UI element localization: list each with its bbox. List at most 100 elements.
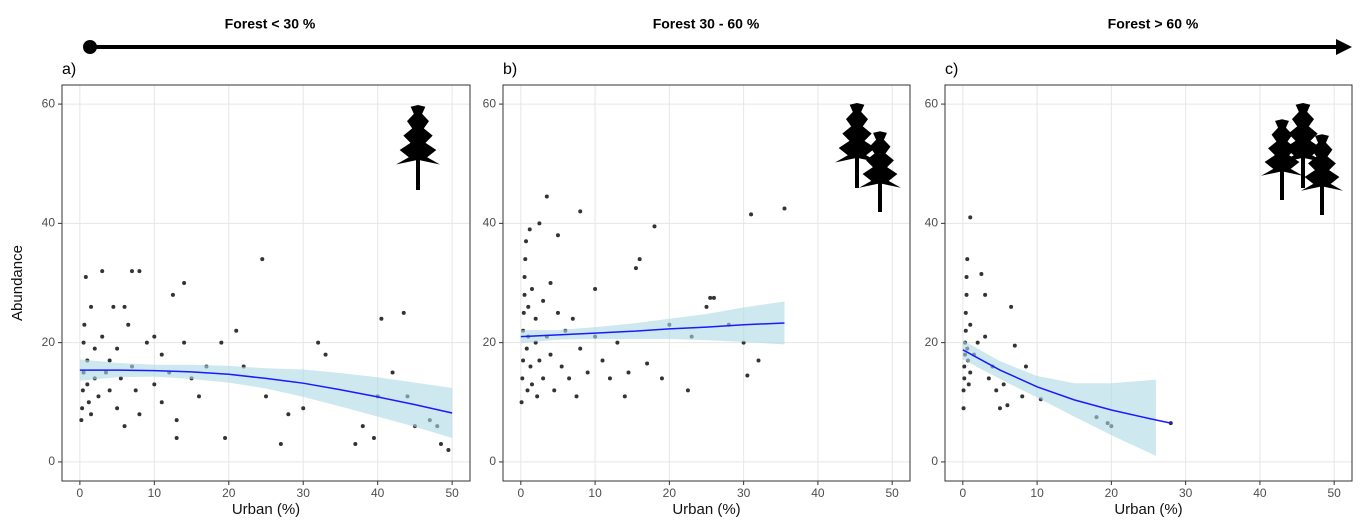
point <box>122 304 127 309</box>
point <box>520 376 525 381</box>
x-tick-label: 10 <box>1030 486 1044 500</box>
point <box>574 394 579 399</box>
y-tick-label: 0 <box>489 454 496 468</box>
point <box>286 412 291 417</box>
confidence-band <box>79 359 453 439</box>
point <box>170 292 175 297</box>
point <box>260 257 265 262</box>
point <box>438 442 443 447</box>
x-tick-label: 0 <box>517 486 524 500</box>
point <box>152 334 157 339</box>
point <box>964 292 969 297</box>
tree-icon <box>835 103 879 188</box>
point <box>555 233 560 238</box>
x-tick-label: 10 <box>148 486 162 500</box>
y-tick-label: 60 <box>925 96 939 110</box>
point <box>965 257 970 262</box>
point <box>548 352 553 357</box>
point <box>323 352 328 357</box>
point <box>82 322 87 327</box>
point <box>115 406 120 411</box>
point <box>607 376 612 381</box>
point <box>223 436 228 441</box>
point <box>975 340 980 345</box>
point <box>107 358 112 363</box>
point <box>83 275 88 280</box>
fit-line <box>520 322 785 338</box>
y-tick-label: 20 <box>925 335 939 349</box>
point <box>525 388 530 393</box>
point <box>86 400 91 405</box>
point <box>1012 343 1017 348</box>
point <box>544 194 549 199</box>
x-axis-title: Urban (%) <box>1114 501 1182 518</box>
point <box>541 376 546 381</box>
point <box>85 382 90 387</box>
point <box>968 370 973 375</box>
point <box>997 406 1002 411</box>
point <box>979 272 984 277</box>
point <box>708 295 713 300</box>
point <box>961 406 966 411</box>
point <box>533 316 538 321</box>
point <box>1005 403 1010 408</box>
point <box>80 388 85 393</box>
point <box>782 206 787 211</box>
point <box>278 442 283 447</box>
point <box>552 388 557 393</box>
y-tick-label: 40 <box>483 216 497 230</box>
plot-border <box>502 84 911 482</box>
y-tick-label: 60 <box>483 96 497 110</box>
x-tick-label: 40 <box>1253 486 1267 500</box>
x-axis-title: Urban (%) <box>672 501 740 518</box>
point <box>522 292 527 297</box>
point <box>446 447 451 452</box>
point <box>600 358 605 363</box>
timeline-start <box>83 40 97 54</box>
point <box>585 370 590 375</box>
point <box>360 424 365 429</box>
point <box>983 292 988 297</box>
point <box>196 394 201 399</box>
plot-border <box>944 84 1353 482</box>
point <box>652 224 657 229</box>
panel-label: b) <box>503 61 517 78</box>
point <box>622 394 627 399</box>
point <box>559 364 564 369</box>
point <box>89 304 94 309</box>
point <box>129 269 134 274</box>
point <box>659 376 664 381</box>
point <box>529 382 534 387</box>
point <box>529 286 534 291</box>
point <box>118 376 123 381</box>
y-tick-label: 40 <box>925 216 939 230</box>
point <box>79 418 84 423</box>
y-tick-label: 0 <box>48 454 55 468</box>
point <box>100 269 105 274</box>
point <box>963 310 968 315</box>
point <box>182 340 187 345</box>
tree-icon <box>1261 119 1303 200</box>
point <box>567 376 572 381</box>
point <box>379 316 384 321</box>
point <box>962 364 967 369</box>
timeline-head <box>1336 39 1352 55</box>
point <box>541 298 546 303</box>
point <box>133 388 138 393</box>
x-tick-label: 20 <box>222 486 236 500</box>
point <box>1001 382 1006 387</box>
panel-title: Forest < 30 % <box>225 16 316 32</box>
point <box>100 334 105 339</box>
point <box>523 257 528 262</box>
point <box>219 340 224 345</box>
y-tick-label: 40 <box>42 216 56 230</box>
point <box>615 340 620 345</box>
panel-label: c) <box>945 61 958 78</box>
x-axis-title: Urban (%) <box>232 501 300 518</box>
point <box>390 370 395 375</box>
x-tick-label: 40 <box>371 486 385 500</box>
point <box>174 418 179 423</box>
panel-title: Forest > 60 % <box>1108 16 1199 32</box>
point <box>401 310 406 315</box>
